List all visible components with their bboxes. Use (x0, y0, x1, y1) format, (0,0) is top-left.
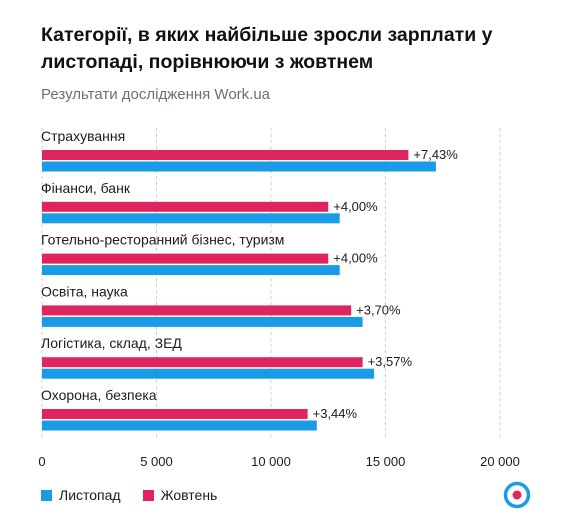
legend-swatch-november (41, 489, 52, 501)
category-label: Охорона, безпека (41, 387, 157, 403)
bar-november (42, 161, 436, 172)
legend-item-october: Жовтень (142, 487, 218, 503)
change-label: +3,44% (313, 406, 358, 421)
legend-item-november: Листопад (41, 487, 121, 503)
change-label: +3,70% (356, 302, 401, 317)
chart-title: Категорії, в яких найбільше зросли зарпл… (41, 24, 493, 73)
bar-october (42, 305, 352, 316)
bar-november (42, 368, 375, 379)
work-ua-logo-icon (503, 481, 531, 509)
change-label: +7,43% (413, 147, 458, 162)
category-label: Освіта, наука (41, 283, 128, 299)
bar-october (42, 150, 409, 160)
chart-subtitle: Результати дослідження Work.ua (41, 86, 271, 103)
category-label: Страхування (41, 128, 125, 144)
bar-october (42, 357, 363, 368)
change-label: +4,00% (333, 251, 378, 266)
x-tick-label: 10 000 (251, 454, 291, 469)
x-tick-label: 15 000 (366, 454, 406, 469)
bar-november (42, 316, 363, 327)
legend-label-november: Листопад (59, 487, 121, 503)
bar-november (42, 420, 317, 431)
bar-chart: Страхування +7,43% Фінанси, банк +4,00% Готе… (38, 128, 520, 469)
category-label: Готельно-ресторанний бізнес, туризм (41, 232, 284, 248)
chart-legend: Листопад Жовтень (41, 487, 217, 503)
category-label: Логістика, склад, ЗЕД (41, 335, 182, 351)
x-tick-label: 20 000 (480, 454, 520, 469)
change-label: +4,00% (333, 199, 378, 214)
bar-october (42, 253, 329, 264)
bar-october (42, 409, 308, 419)
bar-november (42, 213, 340, 224)
bar-november (42, 265, 340, 276)
bar-october (42, 201, 329, 212)
x-tick-label: 5 000 (140, 454, 173, 469)
legend-label-october: Жовтень (160, 487, 218, 503)
legend-swatch-october (142, 489, 154, 501)
x-tick-label: 0 (38, 454, 45, 469)
change-label: +3,57% (368, 354, 413, 369)
category-label: Фінанси, банк (41, 180, 131, 196)
